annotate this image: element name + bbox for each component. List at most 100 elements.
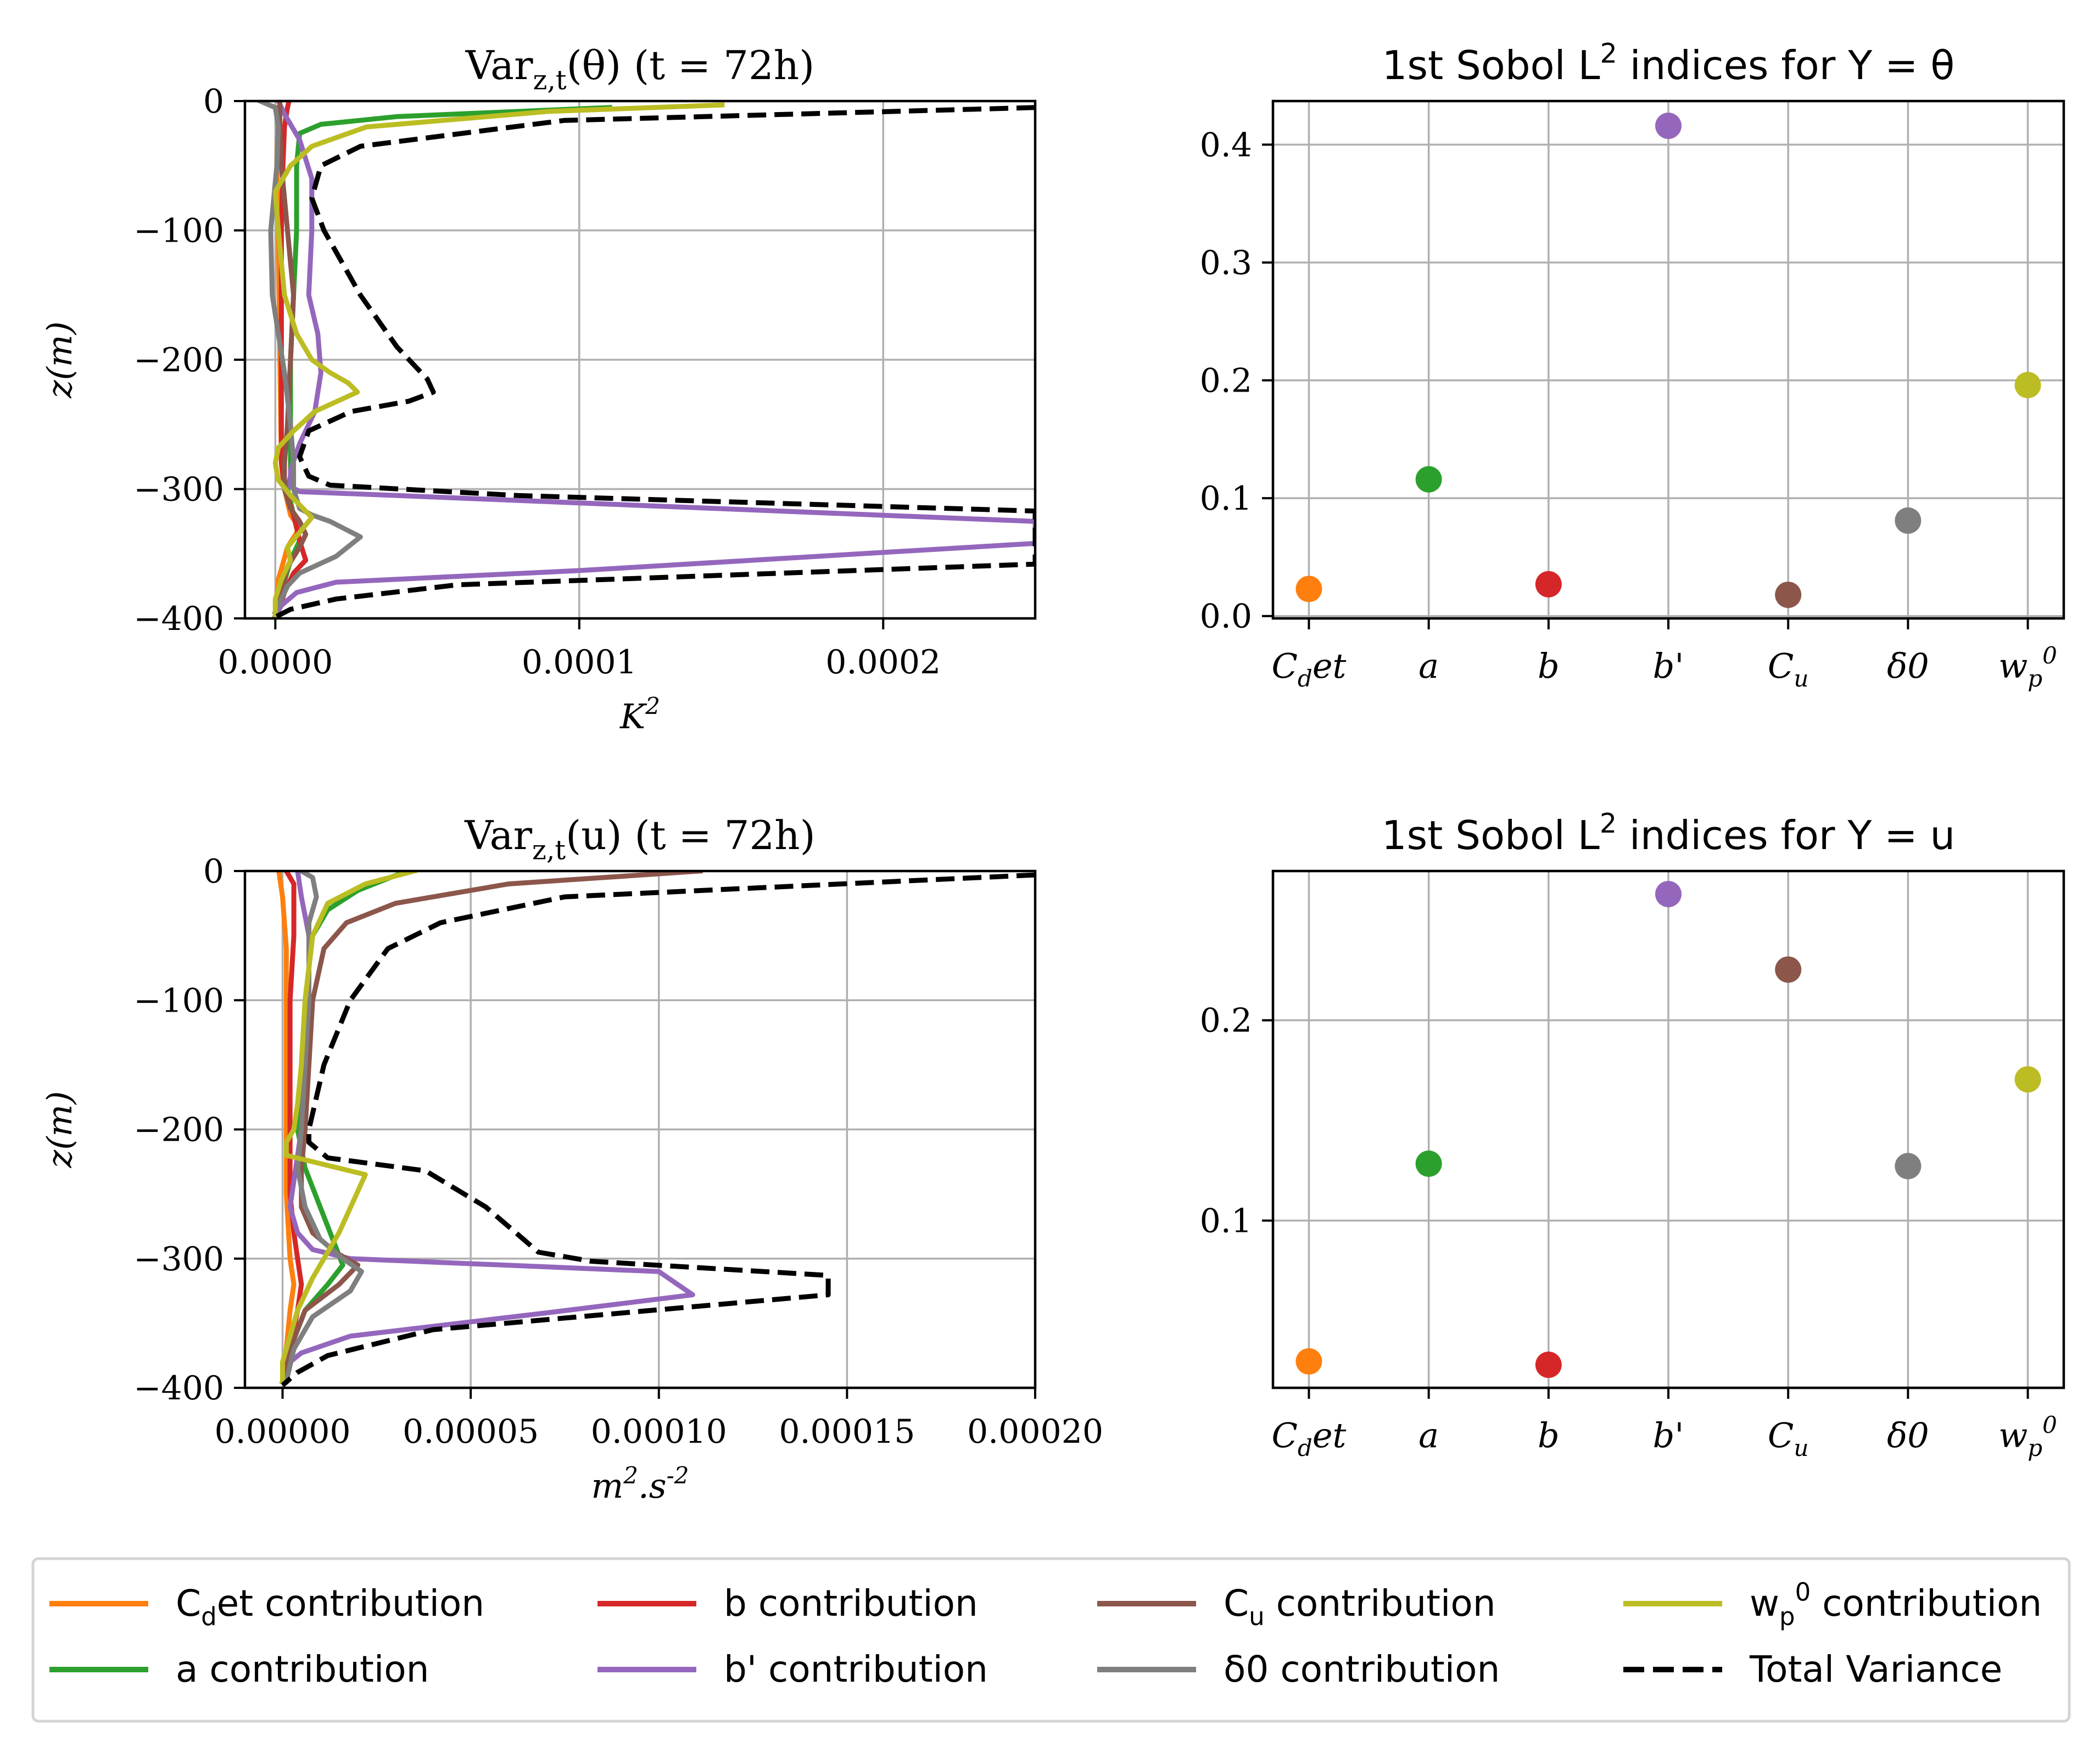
ticks: 0.00000 0.00005 0.00010 0.00015 0.00020 0 −100… (133, 852, 1103, 1451)
series-line-7 (274, 105, 1035, 618)
legend-item: δ0 contribution (1097, 1648, 1500, 1690)
x-tick-label: δ0 (1887, 646, 1929, 686)
x-tick-label: b (1538, 646, 1560, 686)
y-axis-label: z(m) (40, 1091, 80, 1169)
plot-area (1295, 880, 2041, 1378)
y-tick-label: 0.1 (1200, 479, 1252, 518)
grid-lines (1273, 871, 2064, 1388)
y-tick-label: 0 (203, 82, 224, 121)
legend-item: Cd​et contribution (49, 1582, 484, 1631)
x-tick-label: 0.0002 (825, 643, 941, 682)
x-axis-label: m2​.s-2​ (591, 1462, 689, 1506)
x-tick-label: b' (1653, 1415, 1684, 1455)
data-point-6 (2014, 1066, 2041, 1093)
y-tick-label: −400 (133, 1369, 224, 1408)
x-axis-label: K2​ (619, 693, 660, 736)
x-tick-label: a (1418, 646, 1439, 686)
series-line-6 (272, 102, 725, 618)
x-tick-label: Cd​et (1271, 1415, 1346, 1461)
series-line-3 (272, 101, 1035, 618)
x-tick-label: wp​0​ (1998, 1411, 2057, 1461)
x-tick-label: Cu​ (1768, 1415, 1809, 1461)
chart-title: Varz,t​(θ) (t = 72h) (465, 42, 814, 96)
data-point-4 (1775, 582, 1802, 609)
y-tick-label: −400 (133, 600, 224, 638)
x-tick-label: 0.00020 (967, 1413, 1103, 1451)
series-line-5 (256, 101, 363, 616)
ticks: Cd​et a b b' Cu​ δ0 wp​0​ 0.0 0.1 0.2 0.3 0.4 (1200, 126, 2057, 692)
ticks: Cd​et a b b' Cu​ δ0 wp​0​ 0.1 0.2 (1200, 1002, 2057, 1461)
y-tick-label: −300 (133, 471, 224, 509)
plot-area (276, 871, 1035, 1387)
legend: Cd​et contribution a contribution b contri… (31, 1557, 2071, 1723)
data-point-3 (1655, 880, 1682, 907)
data-point-1 (1415, 1150, 1442, 1177)
series-line-6 (280, 871, 417, 1384)
data-point-5 (1895, 507, 1922, 534)
chart-title: 1st Sobol L2​ indices for Y = u (1382, 808, 1955, 858)
x-tick-label: 0.00015 (779, 1413, 915, 1451)
y-tick-label: −200 (133, 341, 224, 379)
x-tick-label: δ0 (1887, 1415, 1929, 1455)
legend-label: Total Variance (1749, 1648, 2002, 1690)
x-tick-label: wp​0​ (1998, 642, 2057, 692)
legend-item: Total Variance (1623, 1648, 2002, 1690)
x-tick-label: a (1418, 1415, 1439, 1455)
legend-item: a contribution (49, 1648, 429, 1690)
x-tick-label: Cd​et (1271, 646, 1346, 692)
plot-area (256, 101, 1035, 618)
y-axis-label: z(m) (40, 321, 80, 399)
data-point-5 (1895, 1153, 1922, 1180)
y-tick-label: −100 (133, 981, 224, 1020)
chart-panel-0: 0.0000 0.0001 0.0002 0 −100 −200 −300 −400 Varz,… (40, 42, 1037, 736)
data-point-3 (1655, 113, 1682, 139)
y-tick-label: −200 (133, 1111, 224, 1149)
chart-title: 1st Sobol L2​ indices for Y = θ (1382, 38, 1955, 88)
ticks: 0.0000 0.0001 0.0002 0 −100 −200 −300 −400 (133, 82, 941, 682)
series-line-4 (272, 101, 309, 615)
data-point-1 (1415, 466, 1442, 493)
legend-item: Cu​ contribution (1097, 1582, 1496, 1631)
series-line-0 (276, 871, 297, 1385)
series-line-4 (280, 871, 703, 1385)
plot-area (1295, 113, 2041, 609)
legend-item: b' contribution (597, 1648, 988, 1690)
data-point-2 (1535, 1352, 1562, 1378)
chart-title: Varz,t​(u) (t = 72h) (464, 812, 815, 866)
y-tick-label: 0.0 (1200, 598, 1252, 636)
legend-item: wp​0​ contribution (1623, 1577, 2042, 1631)
y-tick-label: 0.2 (1200, 1002, 1252, 1040)
x-tick-label: 0.0000 (217, 643, 333, 682)
legend-frame (31, 1557, 2071, 1723)
x-tick-label: 0.00000 (214, 1413, 350, 1451)
data-point-0 (1295, 1348, 1322, 1375)
y-tick-label: −300 (133, 1240, 224, 1279)
grid-lines (245, 100, 1035, 619)
x-tick-label: b' (1653, 646, 1684, 686)
y-tick-label: −100 (133, 212, 224, 250)
series-line-7 (281, 872, 1035, 1387)
y-tick-label: 0.1 (1200, 1202, 1252, 1240)
chart-panel-1: Cd​et a b b' Cu​ δ0 wp​0​ 0.0 0.1 0.2 0.3 0.4 1st So… (1200, 38, 2065, 692)
y-tick-label: 0.3 (1200, 244, 1252, 282)
legend-label: b' contribution (724, 1648, 988, 1690)
legend-item: b contribution (597, 1582, 978, 1625)
data-point-6 (2014, 372, 2041, 399)
x-tick-label: 0.00005 (403, 1413, 539, 1451)
series-line-5 (283, 871, 364, 1385)
chart-panel-3: Cd​et a b b' Cu​ δ0 wp​0​ 0.1 0.2 1st Sobol L2​ i… (1200, 808, 2065, 1461)
legend-label: a contribution (176, 1648, 429, 1690)
grid-lines (1273, 101, 2064, 618)
data-point-4 (1775, 956, 1802, 983)
y-tick-label: 0 (203, 852, 224, 891)
x-tick-label: Cu​ (1768, 646, 1809, 692)
y-tick-label: 0.4 (1200, 126, 1252, 164)
chart-panel-2: 0.00000 0.00005 0.00010 0.00015 0.00020 0 −100… (40, 812, 1103, 1506)
x-tick-label: 0.0001 (522, 643, 637, 682)
legend-label: Cd​et contribution (176, 1582, 484, 1631)
data-point-2 (1535, 571, 1562, 598)
legend-label: b contribution (724, 1582, 978, 1625)
data-point-0 (1295, 576, 1322, 602)
